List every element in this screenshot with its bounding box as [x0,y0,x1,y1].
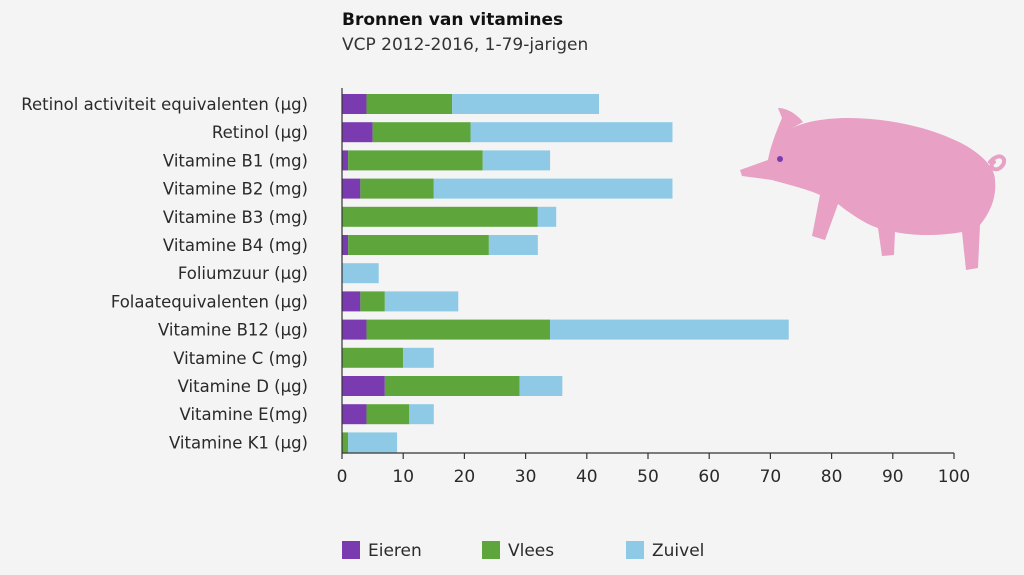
x-tick-label: 10 [392,467,414,487]
bar-segment-vlees [342,347,404,368]
bar-segment-vlees [372,122,471,143]
legend-swatch-vlees [482,541,500,559]
bar-segment-eieren [342,122,373,143]
category-label: Vitamine B12 (µg) [158,321,308,340]
bar-segment-vlees [348,235,489,255]
bar-segment-vlees [342,432,349,453]
bar-segment-eieren [342,94,367,114]
x-tick-label: 30 [515,467,537,487]
x-axis: 0 10 20 30 40 50 60 70 80 90 100 [337,88,970,487]
legend-swatch-zuivel [626,541,644,559]
legend: Eieren Vlees Zuivel [342,541,704,561]
legend-label: Zuivel [652,541,704,561]
bar-segment-zuivel [537,206,557,227]
category-label: Retinol activiteit equivalenten (µg) [21,95,308,114]
bar-segment-zuivel [452,94,600,114]
bar-segment-vlees [366,404,410,425]
bar-segment-zuivel [482,150,551,171]
bar-segment-vlees [366,319,551,340]
category-label: Folaatequivalenten (µg) [111,292,308,311]
bar-segment-vlees [342,206,538,227]
x-tick-label: 80 [821,467,843,487]
bar-segment-eieren [342,376,385,396]
category-label: Vitamine E(mg) [180,405,308,424]
legend-label: Vlees [508,541,554,561]
x-tick-label: 100 [938,467,970,487]
chart-title: Bronnen van vitamines [342,10,563,30]
category-label: Vitamine D (µg) [178,377,308,396]
bar-segment-zuivel [488,235,538,255]
x-tick-label: 40 [576,467,598,487]
bar-segment-vlees [360,178,434,199]
bar-segment-zuivel [403,347,434,368]
bars-group [342,94,789,453]
x-tick-label: 50 [637,467,659,487]
bar-segment-eieren [342,235,349,255]
bar-segment-zuivel [550,319,789,340]
category-labels: Retinol activiteit equivalenten (µg) Reti… [21,95,308,452]
chart-subtitle: VCP 2012-2016, 1-79-jarigen [342,35,588,55]
category-label: Vitamine B4 (mg) [163,236,308,255]
bar-segment-vlees [366,94,453,114]
bar-segment-zuivel [519,376,563,396]
x-tick-label: 0 [337,467,348,487]
bar-segment-zuivel [409,404,434,425]
category-label: Vitamine K1 (µg) [169,433,308,452]
x-tick-label: 90 [882,467,904,487]
bar-segment-eieren [342,178,361,199]
category-label: Vitamine B3 (mg) [163,208,308,227]
bar-segment-vlees [348,150,483,171]
category-label: Vitamine C (mg) [173,349,308,368]
pig-icon [740,108,1007,270]
bar-segment-zuivel [470,122,673,143]
bar-segment-eieren [342,291,361,312]
x-tick-label: 60 [698,467,720,487]
bar-segment-vlees [360,291,385,312]
legend-label: Eieren [368,541,422,561]
bar-segment-eieren [342,319,367,340]
x-tick-label: 20 [454,467,476,487]
bar-segment-zuivel [348,432,398,453]
category-label: Retinol (µg) [212,123,308,142]
bar-segment-eieren [342,150,349,171]
bar-segment-vlees [384,376,520,396]
bar-segment-zuivel [342,263,379,284]
x-tick-label: 70 [760,467,782,487]
bar-segment-eieren [342,404,367,425]
category-label: Foliumzuur (µg) [178,264,308,283]
bar-segment-zuivel [433,178,673,199]
legend-swatch-eieren [342,541,360,559]
category-label: Vitamine B2 (mg) [163,180,308,199]
category-label: Vitamine B1 (mg) [163,151,308,170]
bar-segment-zuivel [384,291,459,312]
